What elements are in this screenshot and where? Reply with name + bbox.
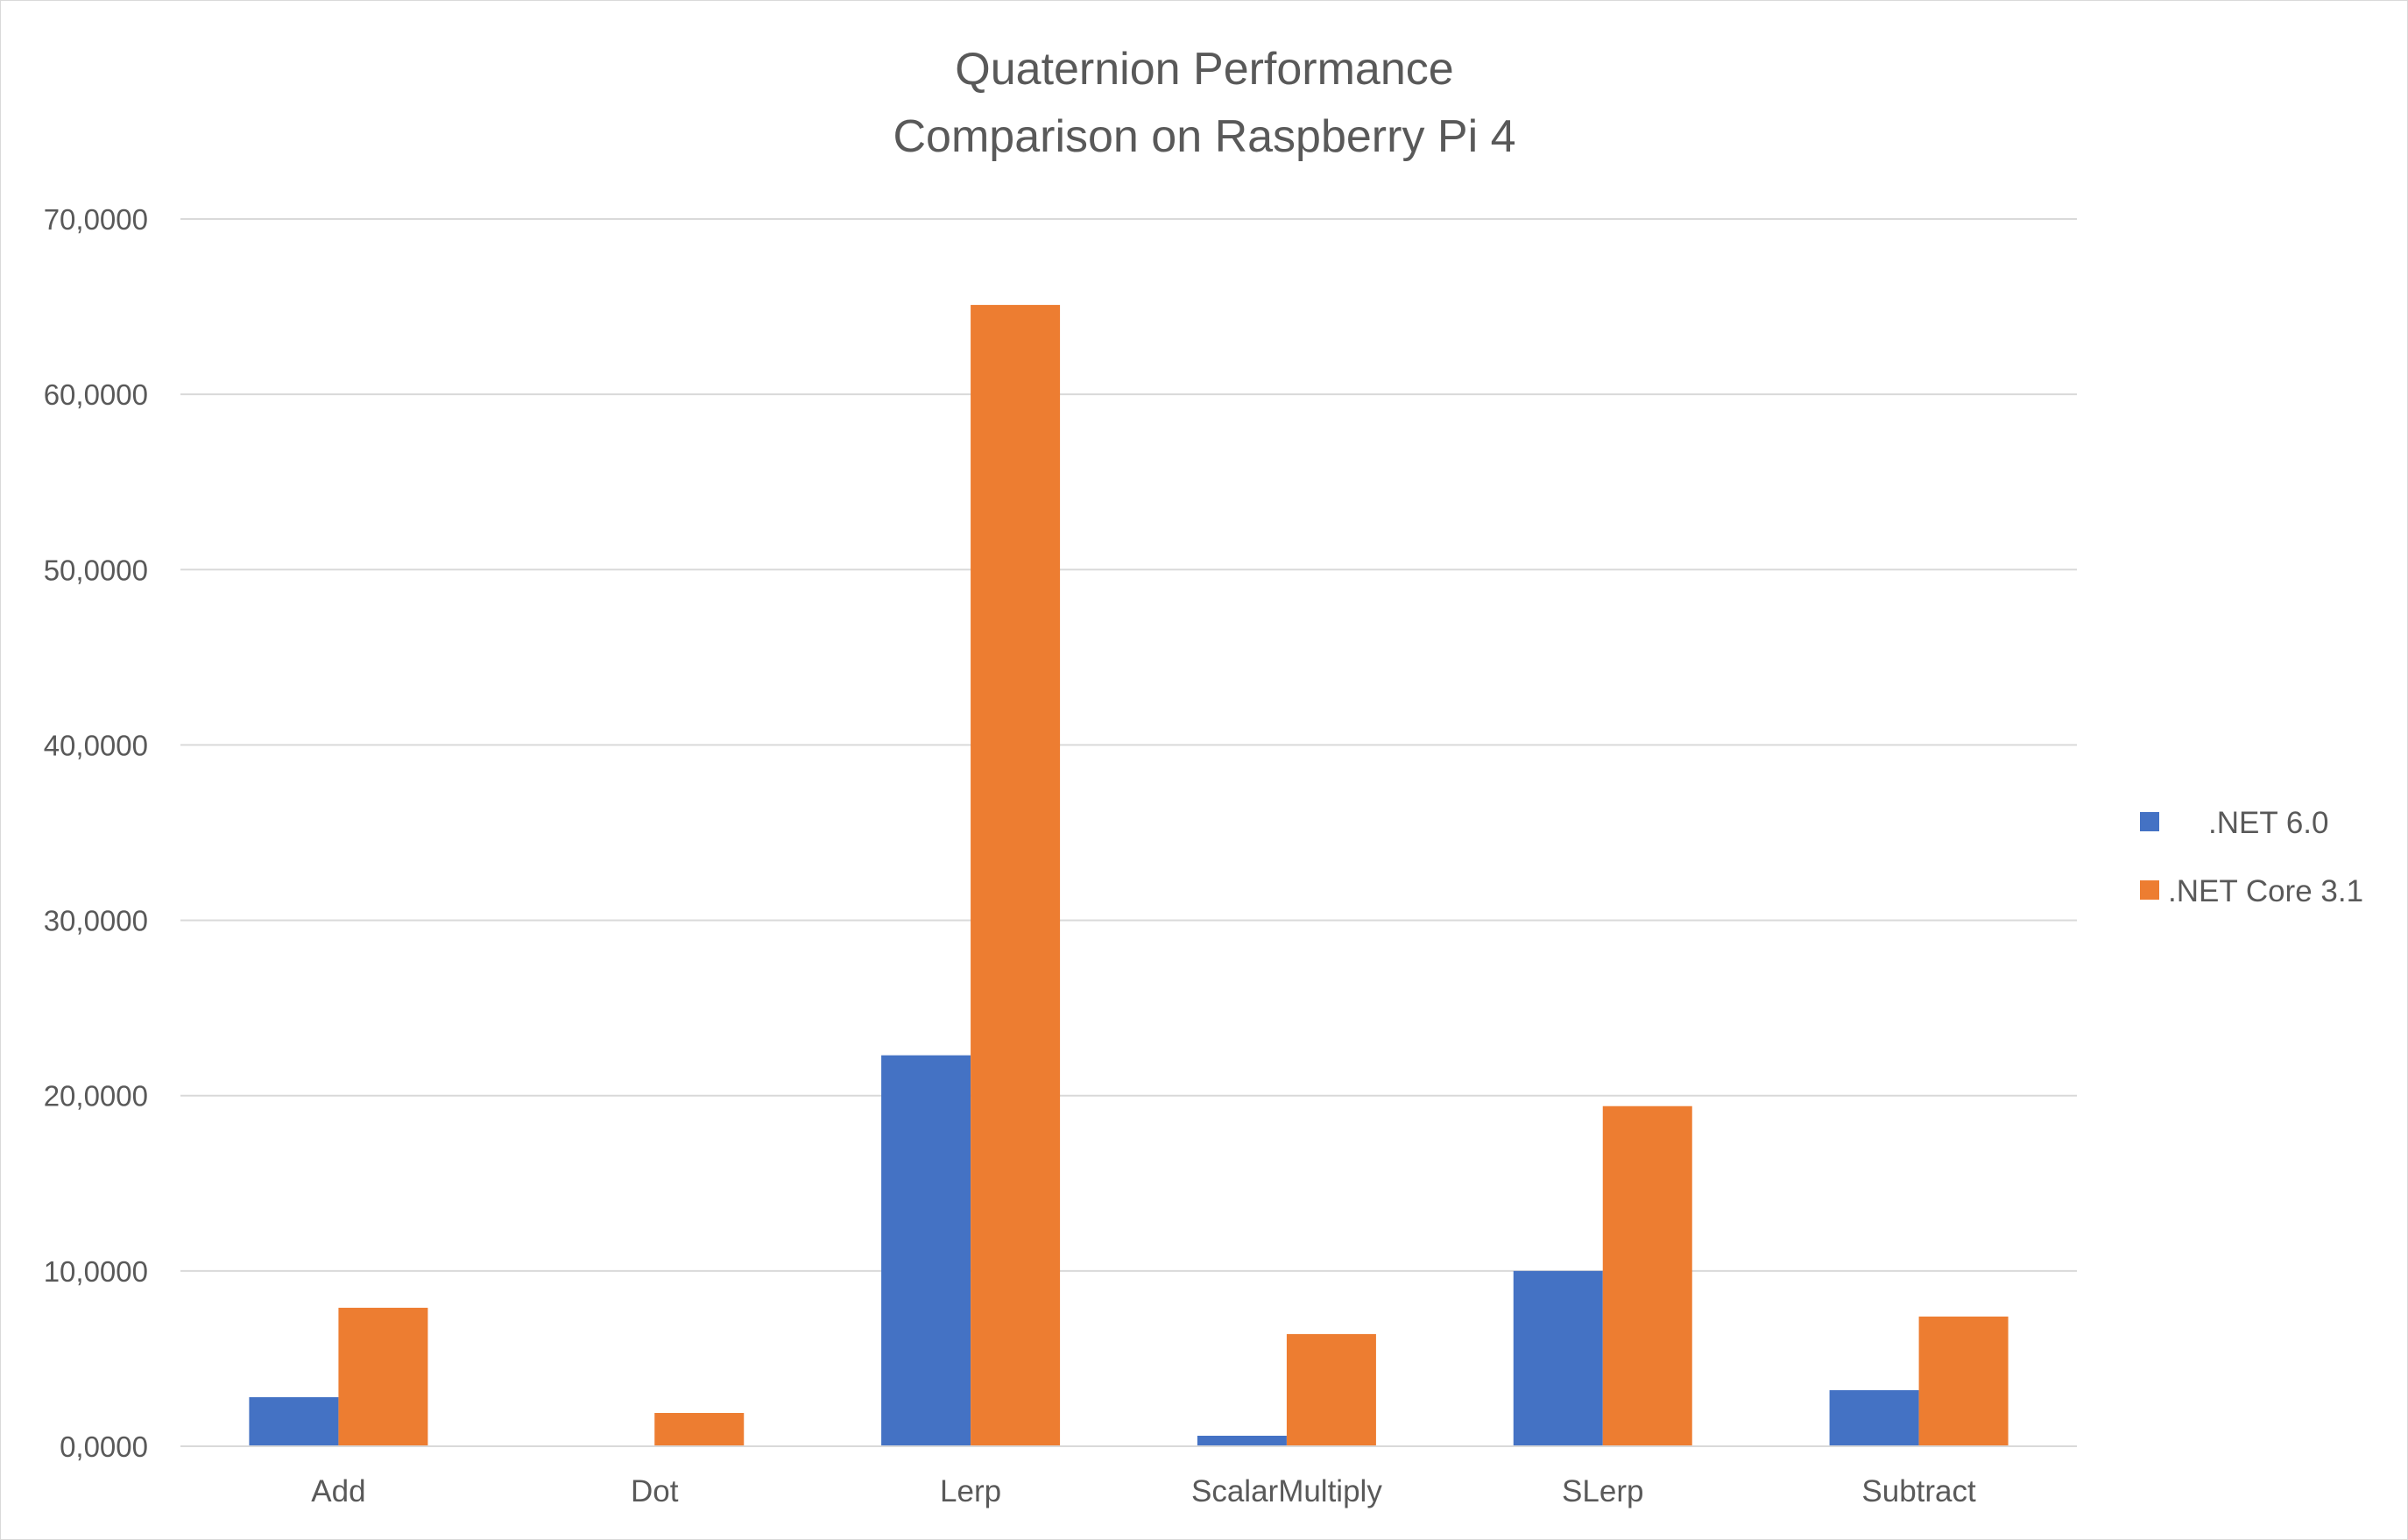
bars — [249, 305, 2009, 1446]
bar-add-series-2[interactable] — [338, 1307, 428, 1446]
x-category-label: Add — [311, 1474, 365, 1508]
legend-swatch-series-2 — [2140, 880, 2159, 900]
x-category-label: ScalarMultiply — [1191, 1474, 1382, 1508]
bar-lerp-series-1[interactable] — [881, 1055, 971, 1446]
bar-lerp-series-2[interactable] — [971, 305, 1061, 1446]
x-category-label: SLerp — [1562, 1474, 1643, 1508]
y-tick-label: 0,0000 — [60, 1431, 148, 1463]
bar-slerp-series-2[interactable] — [1602, 1106, 1692, 1446]
y-tick-label: 60,0000 — [44, 378, 148, 411]
y-tick-label: 40,0000 — [44, 729, 148, 761]
y-tick-label: 50,0000 — [44, 554, 148, 586]
chart-title-line-2: Comparison on Raspberry Pi 4 — [893, 111, 1516, 162]
bar-subtract-series-2[interactable] — [1918, 1316, 2009, 1446]
y-tick-label: 20,0000 — [44, 1080, 148, 1113]
legend[interactable]: .NET 6.0 .NET Core 3.1 — [2140, 806, 2363, 908]
bar-scalarmultiply-series-2[interactable] — [1286, 1333, 1376, 1446]
x-category-label: Lerp — [940, 1474, 1001, 1508]
y-tick-label: 10,0000 — [44, 1255, 148, 1288]
bar-slerp-series-1[interactable] — [1513, 1270, 1603, 1446]
x-axis-category-labels: Add Dot Lerp ScalarMultiply SLerp Subtract — [311, 1474, 1976, 1508]
x-category-label: Dot — [631, 1474, 679, 1508]
y-tick-label: 30,0000 — [44, 905, 148, 937]
bar-add-series-1[interactable] — [249, 1396, 339, 1446]
gridlines — [180, 218, 2077, 1272]
legend-label-series-2: .NET Core 3.1 — [2168, 874, 2363, 908]
bar-scalarmultiply-series-1[interactable] — [1197, 1435, 1287, 1446]
chart-title: Quaternion Performance Comparison on Ras… — [893, 44, 1516, 162]
bar-subtract-series-1[interactable] — [1829, 1389, 1919, 1446]
y-tick-label: 70,0000 — [44, 203, 148, 236]
legend-label-series-1: .NET 6.0 — [2208, 806, 2328, 840]
chart-title-line-1: Quaternion Performance — [955, 44, 1453, 95]
x-category-label: Subtract — [1861, 1474, 1976, 1508]
bar-dot-series-2[interactable] — [654, 1412, 745, 1446]
legend-swatch-series-1 — [2140, 812, 2159, 831]
y-axis-tick-labels: 0,0000 10,0000 20,0000 30,0000 40,0000 50,000… — [44, 203, 148, 1463]
